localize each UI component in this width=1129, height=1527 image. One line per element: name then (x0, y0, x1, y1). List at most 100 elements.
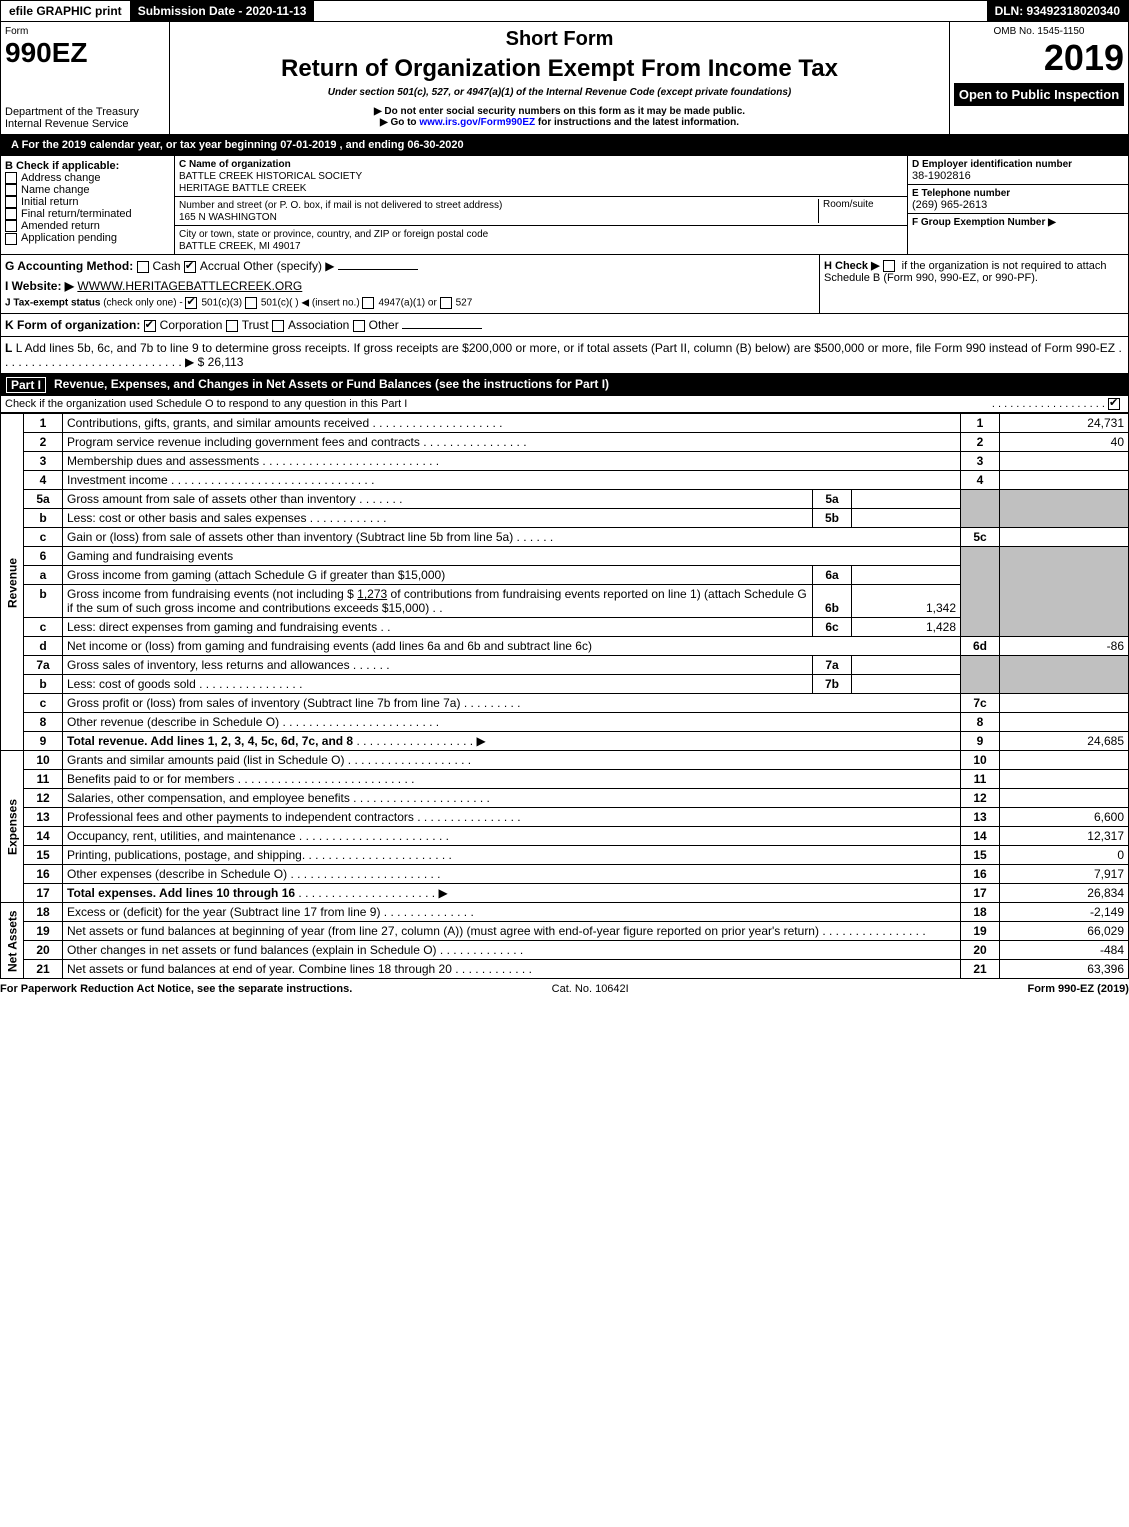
row-11-amt (1000, 770, 1129, 789)
row-20-amt: -484 (1000, 941, 1129, 960)
row-14-desc: Occupancy, rent, utilities, and maintena… (63, 827, 961, 846)
cb-initial-return[interactable] (5, 196, 17, 208)
row-18-desc: Excess or (deficit) for the year (Subtra… (63, 903, 961, 922)
cb-trust[interactable] (226, 320, 238, 332)
note-ssn: ▶ Do not enter social security numbers o… (176, 106, 943, 117)
cb-amended-return[interactable] (5, 220, 17, 232)
line-a: A For the 2019 calendar year, or tax yea… (7, 137, 1122, 153)
org-address: 165 N WASHINGTON (179, 212, 277, 223)
cb-other-org[interactable] (353, 320, 365, 332)
cb-corporation[interactable] (144, 320, 156, 332)
row-10-amt (1000, 751, 1129, 770)
dept-label: Department of the Treasury (5, 106, 139, 118)
row-5c-amt (1000, 528, 1129, 547)
line-k: K Form of organization: Corporation Trus… (0, 314, 1129, 337)
dln-label: DLN: 93492318020340 (987, 1, 1128, 21)
row-13-amt: 6,600 (1000, 808, 1129, 827)
addr-label: Number and street (or P. O. box, if mail… (179, 200, 502, 211)
part-1-sub: Check if the organization used Schedule … (0, 396, 1129, 413)
row-1-desc: Contributions, gifts, grants, and simila… (63, 414, 961, 433)
row-1-amt: 24,731 (1000, 414, 1129, 433)
row-6c-box: 1,428 (852, 618, 961, 636)
row-7a-desc: Gross sales of inventory, less returns a… (63, 656, 813, 674)
website-value: WWWW.HERITAGEBATTLECREEK.ORG (77, 279, 302, 293)
irs-link[interactable]: www.irs.gov/Form990EZ (419, 117, 535, 128)
cb-accrual[interactable] (184, 261, 196, 273)
h-label: H Check ▶ (824, 260, 880, 272)
line-g: G Accounting Method: Cash Accrual Other … (5, 259, 815, 273)
cb-cash[interactable] (137, 261, 149, 273)
row-16-desc: Other expenses (describe in Schedule O) … (63, 865, 961, 884)
row-5c-desc: Gain or (loss) from sale of assets other… (63, 528, 961, 547)
cb-4947[interactable] (362, 297, 374, 309)
row-9-desc: Total revenue. Add lines 1, 2, 3, 4, 5c,… (63, 732, 961, 751)
part-1-header: Part I Revenue, Expenses, and Changes in… (0, 374, 1129, 396)
cb-association[interactable] (272, 320, 284, 332)
row-3-amt (1000, 452, 1129, 471)
cb-schedule-o[interactable] (1108, 398, 1120, 410)
revenue-vlabel: Revenue (1, 414, 24, 751)
ein-value: 38-1902816 (912, 170, 971, 182)
line-l: L L Add lines 5b, 6c, and 7b to line 9 t… (0, 337, 1129, 374)
row-12-desc: Salaries, other compensation, and employ… (63, 789, 961, 808)
tax-year: 2019 (954, 37, 1124, 79)
gross-receipts: 26,113 (208, 355, 244, 369)
omb-label: OMB No. 1545-1150 (954, 26, 1124, 37)
row-18-amt: -2,149 (1000, 903, 1129, 922)
efile-label: efile GRAPHIC print (1, 1, 130, 21)
row-8-amt (1000, 713, 1129, 732)
row-6a-desc: Gross income from gaming (attach Schedul… (63, 566, 813, 584)
part-1-table: Revenue 1 Contributions, gifts, grants, … (0, 413, 1129, 979)
row-14-amt: 12,317 (1000, 827, 1129, 846)
row-6d-amt: -86 (1000, 637, 1129, 656)
row-10-desc: Grants and similar amounts paid (list in… (63, 751, 961, 770)
row-8-desc: Other revenue (describe in Schedule O) .… (63, 713, 961, 732)
cb-name-change[interactable] (5, 184, 17, 196)
note-goto: ▶ Go to www.irs.gov/Form990EZ for instru… (176, 117, 943, 128)
row-21-amt: 63,396 (1000, 960, 1129, 979)
row-15-amt: 0 (1000, 846, 1129, 865)
title-return: Return of Organization Exempt From Incom… (176, 55, 943, 83)
submission-date-button[interactable]: Submission Date - 2020-11-13 (130, 1, 315, 21)
subtitle: Under section 501(c), 527, or 4947(a)(1)… (176, 87, 943, 98)
cb-sched-b[interactable] (883, 260, 895, 272)
form-label: Form (5, 26, 165, 37)
form-header: Form 990EZ Department of the Treasury In… (0, 22, 1129, 135)
row-6b-desc: Gross income from fundraising events (no… (63, 585, 813, 617)
phone-value: (269) 965-2613 (912, 199, 987, 211)
row-7c-amt (1000, 694, 1129, 713)
row-6-desc: Gaming and fundraising events (63, 547, 961, 566)
cb-501c[interactable] (245, 297, 257, 309)
row-5b-box (852, 509, 961, 527)
cb-address-change[interactable] (5, 172, 17, 184)
row-12-amt (1000, 789, 1129, 808)
cb-final-return[interactable] (5, 208, 17, 220)
line-i: I Website: ▶ WWWW.HERITAGEBATTLECREEK.OR… (5, 279, 815, 293)
cb-527[interactable] (440, 297, 452, 309)
f-label: F Group Exemption Number ▶ (912, 217, 1056, 228)
cb-application-pending[interactable] (5, 233, 17, 245)
row-7a-box (852, 656, 961, 674)
city-label: City or town, state or province, country… (179, 229, 488, 240)
title-short-form: Short Form (176, 28, 943, 51)
form-number: 990EZ (5, 37, 165, 69)
row-4-desc: Investment income . . . . . . . . . . . … (63, 471, 961, 490)
row-7b-desc: Less: cost of goods sold . . . . . . . .… (63, 675, 813, 693)
row-2-desc: Program service revenue including govern… (63, 433, 961, 452)
cb-501c3[interactable] (185, 297, 197, 309)
row-6d-desc: Net income or (loss) from gaming and fun… (63, 637, 961, 656)
irs-label: Internal Revenue Service (5, 118, 129, 130)
row-19-amt: 66,029 (1000, 922, 1129, 941)
org-city: BATTLE CREEK, MI 49017 (179, 241, 301, 252)
d-label: D Employer identification number (912, 159, 1072, 170)
footer-cat: Cat. No. 10642I (552, 983, 629, 995)
row-13-desc: Professional fees and other payments to … (63, 808, 961, 827)
row-16-amt: 7,917 (1000, 865, 1129, 884)
footer: For Paperwork Reduction Act Notice, see … (0, 979, 1129, 999)
footer-right: Form 990-EZ (2019) (1027, 983, 1128, 995)
row-7c-desc: Gross profit or (loss) from sales of inv… (63, 694, 961, 713)
row-17-amt: 26,834 (1000, 884, 1129, 903)
row-9-amt: 24,685 (1000, 732, 1129, 751)
netassets-vlabel: Net Assets (1, 903, 24, 979)
line-j: J Tax-exempt status (check only one) - 5… (5, 297, 815, 309)
